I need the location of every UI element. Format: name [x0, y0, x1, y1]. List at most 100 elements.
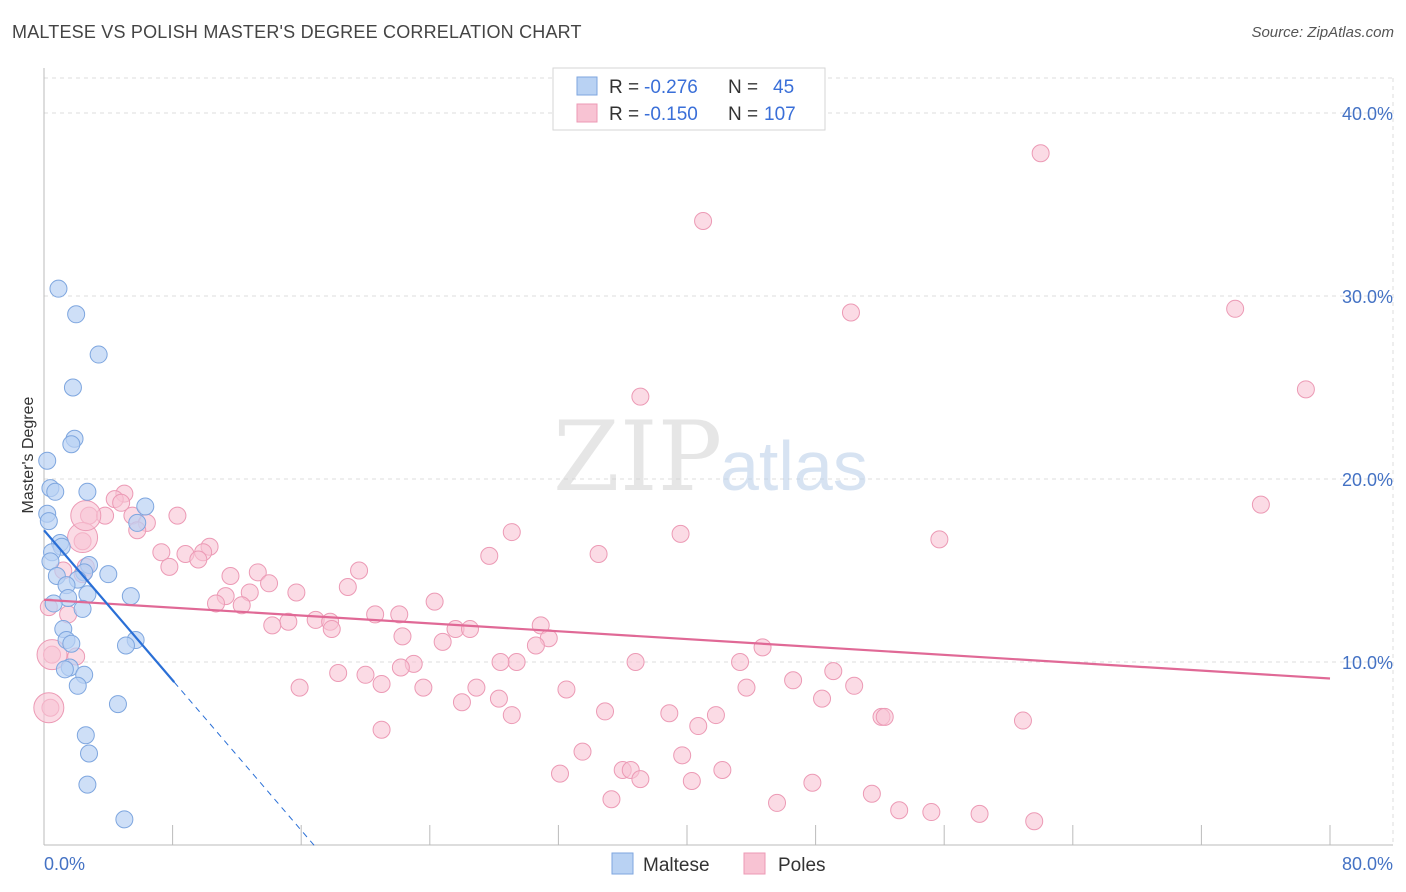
- poles-point: [689, 717, 708, 736]
- y-tick-label: 30.0%: [1342, 287, 1393, 307]
- poles-point: [813, 689, 832, 708]
- poles-point: [660, 704, 679, 723]
- tick-labels: 10.0% 20.0% 30.0% 40.0% 0.0% 80.0%: [44, 104, 1393, 874]
- poles-point: [784, 671, 803, 690]
- poles-point: [491, 653, 510, 671]
- maltese-point: [128, 513, 147, 532]
- maltese-point: [68, 676, 87, 695]
- maltese-point: [39, 512, 58, 531]
- poles-point: [460, 620, 479, 639]
- poles-point: [631, 770, 650, 789]
- poles-point: [602, 790, 621, 809]
- watermark: ZIP atlas: [553, 401, 868, 513]
- maltese-point: [38, 451, 57, 470]
- poles-point: [1031, 144, 1050, 163]
- legend-swatch-maltese: [576, 76, 598, 96]
- poles-point: [1296, 380, 1315, 399]
- poles-point-large: [33, 692, 65, 724]
- poles-point: [589, 545, 608, 564]
- legend-swatch-poles: [576, 103, 598, 123]
- poles-point: [480, 546, 499, 565]
- maltese-point: [76, 726, 95, 745]
- poles-point: [263, 616, 282, 635]
- poles-point: [673, 746, 692, 765]
- poles-point: [731, 653, 750, 671]
- poles-point: [452, 693, 471, 712]
- poles-point: [922, 803, 941, 822]
- poles-point: [551, 764, 570, 783]
- poles-point: [1025, 812, 1044, 831]
- poles-point: [189, 550, 208, 569]
- trend-lines: [43, 529, 1331, 850]
- maltese-point: [108, 695, 127, 714]
- poles-point: [112, 493, 131, 512]
- poles-point: [1226, 299, 1245, 318]
- poles-point: [841, 303, 860, 322]
- x-tick-label-max: 80.0%: [1342, 854, 1393, 874]
- poles-point: [890, 801, 909, 820]
- poles-point: [287, 583, 306, 602]
- bottom-legend-swatch-maltese: [611, 852, 634, 875]
- poles-point: [713, 760, 732, 779]
- poles-point: [671, 524, 690, 543]
- legend-maltese-n-value: 45: [773, 77, 794, 98]
- poles-point: [322, 620, 341, 639]
- poles-point: [694, 211, 713, 230]
- poles-point: [875, 707, 894, 726]
- poles-point: [682, 771, 701, 790]
- poles-point: [425, 592, 444, 611]
- poles-point: [507, 653, 526, 671]
- poles-point: [221, 566, 240, 585]
- maltese-point: [55, 660, 74, 679]
- maltese-trend-line: [43, 529, 176, 683]
- legend-maltese-n-label: N =: [728, 77, 758, 98]
- poles-point: [845, 676, 864, 695]
- poles-point: [502, 706, 521, 725]
- maltese-point: [121, 587, 140, 606]
- poles-point: [557, 680, 576, 699]
- legend-poles-r-value: -0.150: [644, 104, 698, 125]
- poles-point: [753, 638, 772, 657]
- poles-point: [207, 594, 226, 613]
- maltese-point: [46, 482, 65, 501]
- poles-point: [160, 557, 179, 576]
- poles-point: [862, 784, 881, 803]
- correlation-legend: R = -0.276 N = 45 R = -0.150 N = 107: [552, 67, 826, 131]
- bottom-legend-swatch-poles: [743, 852, 766, 875]
- legend-maltese-r-value: -0.276: [644, 77, 698, 98]
- y-axis-label: Master's Degree: [20, 396, 37, 513]
- y-tick-label: 10.0%: [1342, 653, 1393, 673]
- poles-point: [372, 720, 391, 739]
- poles-point: [573, 742, 592, 761]
- maltese-point: [115, 810, 134, 829]
- axes: [43, 68, 1393, 846]
- chart-source: Source: ZipAtlas.com: [1251, 24, 1394, 41]
- y-tick-label: 40.0%: [1342, 104, 1393, 124]
- bottom-legend-maltese: Maltese: [643, 855, 710, 876]
- poles-point: [260, 574, 279, 593]
- poles-point: [467, 678, 486, 697]
- legend-box: [552, 67, 826, 131]
- poles-point: [768, 793, 787, 812]
- maltese-point: [78, 775, 97, 794]
- poles-point: [168, 506, 187, 525]
- maltese-point: [116, 636, 135, 655]
- poles-point: [803, 773, 822, 792]
- x-tick-label-min: 0.0%: [44, 854, 85, 874]
- watermark-atlas: atlas: [720, 427, 868, 505]
- poles-point: [350, 561, 369, 580]
- poles-point: [248, 563, 267, 582]
- poles-point: [232, 596, 251, 615]
- poles-point: [970, 804, 989, 823]
- poles-point: [526, 636, 545, 655]
- poles-point-large: [70, 500, 102, 532]
- y-tick-label: 20.0%: [1342, 470, 1393, 490]
- maltese-point: [89, 345, 108, 364]
- legend-poles-r-label: R =: [609, 104, 639, 125]
- poles-point: [152, 543, 171, 562]
- poles-point: [414, 678, 433, 697]
- legend-poles-n-label: N =: [728, 104, 758, 125]
- poles-point: [393, 627, 412, 646]
- poles-point: [502, 523, 521, 542]
- poles-point: [391, 658, 410, 677]
